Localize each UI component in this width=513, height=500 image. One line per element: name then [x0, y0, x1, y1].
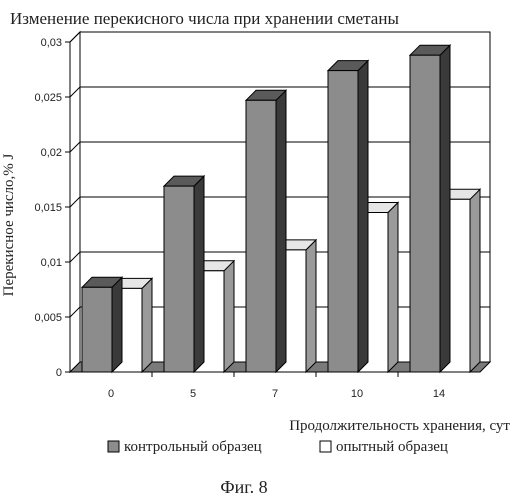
- y-tick-label: 0,025: [34, 92, 62, 104]
- x-tick-label: 10: [351, 388, 363, 400]
- bar-control-side: [358, 61, 368, 372]
- y-tick-label: 0,03: [41, 37, 62, 49]
- x-tick-label: 7: [272, 388, 278, 400]
- bar-test-side: [388, 203, 398, 373]
- x-axis-ticks: 0 5 7 10 14: [70, 372, 480, 400]
- y-tick-label: 0: [56, 367, 62, 379]
- bar-control: [82, 277, 122, 372]
- legend-label-control: контрольный образец: [124, 439, 262, 455]
- bar-control: [410, 45, 450, 372]
- bar-control: [164, 176, 204, 372]
- bar-control-front: [164, 186, 194, 372]
- x-tick-label: 14: [433, 388, 445, 400]
- y-tick-label: 0,015: [34, 202, 62, 214]
- bar-control-side: [276, 90, 286, 372]
- bar-test-side: [470, 189, 480, 372]
- y-tick-label: 0,005: [34, 312, 62, 324]
- bar-test-side: [224, 261, 234, 372]
- bar-control-side: [194, 176, 204, 372]
- bar-control-front: [246, 100, 276, 372]
- legend-label-test: опытный образец: [336, 439, 448, 455]
- chart-title: Изменение перекисного числа при хранении…: [10, 9, 399, 28]
- bar-test-side: [142, 278, 152, 372]
- bar-control: [246, 90, 286, 372]
- bar-control: [328, 61, 368, 372]
- legend-swatch-control: [108, 441, 119, 452]
- y-axis-label: Перекисное число,% J: [1, 153, 17, 296]
- bar-control-side: [440, 45, 450, 372]
- legend-swatch-test: [320, 441, 331, 452]
- x-tick-label: 0: [108, 388, 114, 400]
- x-axis-label: Продолжительность хранения, сут: [289, 418, 510, 434]
- bar-control-front: [328, 71, 358, 372]
- bar-test-side: [306, 240, 316, 372]
- y-tick-label: 0,02: [41, 147, 62, 159]
- bar-control-side: [112, 277, 122, 372]
- y-tick-label: 0,01: [41, 257, 62, 269]
- y-axis-ticks: 0 0,005 0,01 0,015 0,02 0,025 0,03: [34, 37, 70, 379]
- legend: контрольный образец опытный образец: [108, 439, 448, 455]
- figure-caption: Фиг. 8: [220, 477, 267, 497]
- bar-control-front: [410, 55, 440, 372]
- x-tick-label: 5: [190, 388, 196, 400]
- bar-control-front: [82, 287, 112, 372]
